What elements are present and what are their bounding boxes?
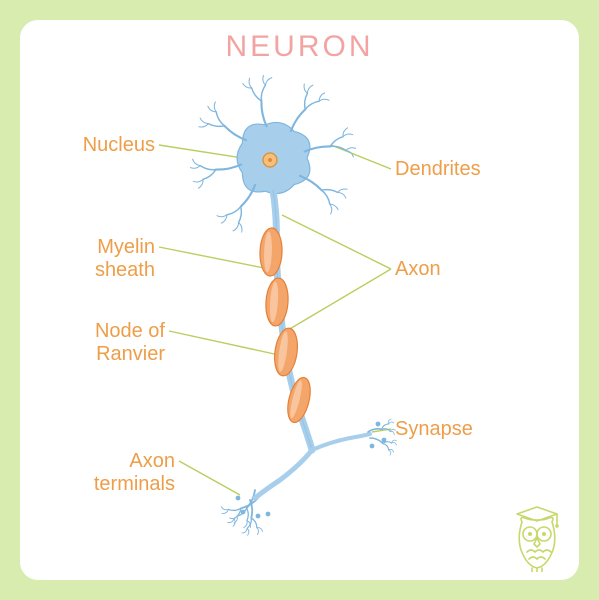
label-axon-terminals: Axon terminals	[55, 450, 175, 496]
label-ranvier: Node of Ranvier	[55, 320, 165, 366]
label-axon: Axon	[395, 258, 495, 281]
inner-card	[20, 20, 579, 580]
label-dendrites: Dendrites	[395, 158, 535, 181]
diagram-title: NEURON	[0, 30, 599, 64]
label-myelin: Myelin sheath	[55, 236, 155, 282]
label-nucleus: Nucleus	[55, 134, 155, 157]
owl-icon	[507, 502, 567, 572]
label-synapse: Synapse	[395, 418, 515, 441]
